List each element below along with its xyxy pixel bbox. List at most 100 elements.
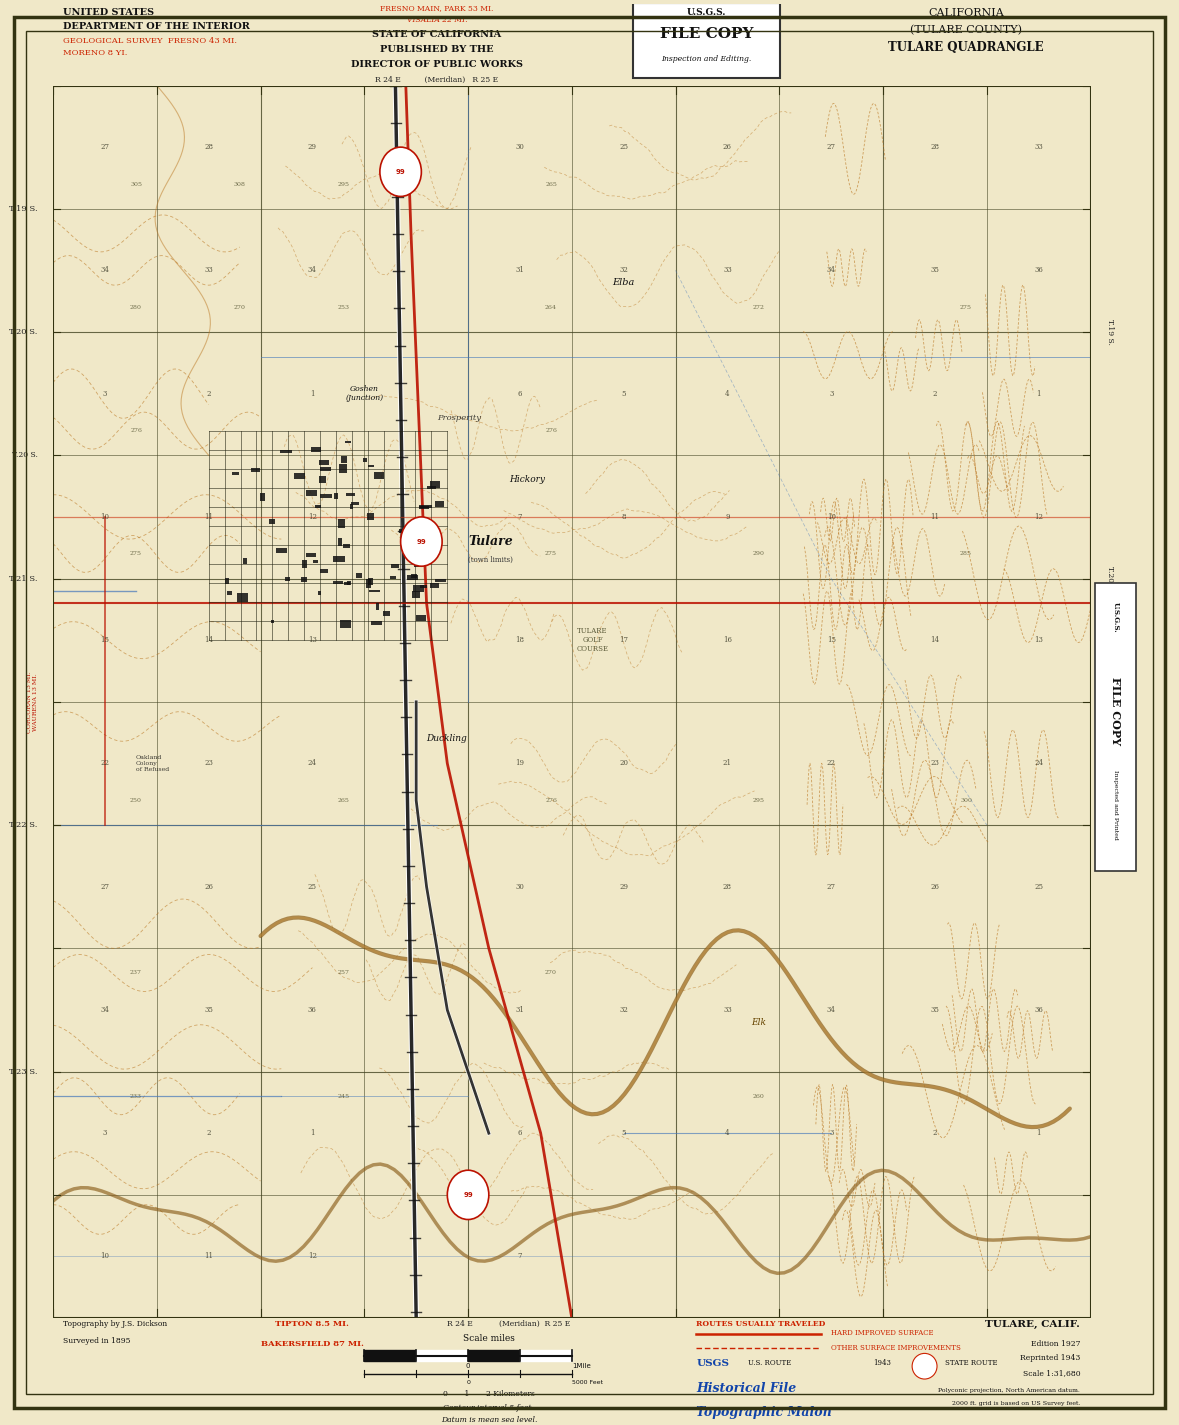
Text: Topographic Malon: Topographic Malon (697, 1405, 832, 1419)
Bar (332, 556, 344, 561)
Bar (251, 467, 259, 472)
Text: 237: 237 (130, 970, 141, 976)
Bar (340, 620, 351, 627)
Text: 20: 20 (619, 760, 628, 768)
Text: 8: 8 (621, 513, 626, 522)
FancyBboxPatch shape (633, 3, 780, 78)
Text: Hickory: Hickory (509, 476, 546, 485)
Circle shape (401, 517, 442, 566)
Text: 13: 13 (308, 636, 317, 644)
Bar (369, 579, 373, 586)
Text: 34: 34 (308, 266, 317, 275)
Bar (232, 473, 239, 475)
Text: 13: 13 (1034, 636, 1043, 644)
Text: 1: 1 (1036, 1129, 1041, 1137)
Text: 27: 27 (826, 142, 836, 151)
Text: 34: 34 (826, 1006, 836, 1015)
Bar (376, 603, 380, 610)
Bar (416, 614, 426, 621)
Text: 5000 Feet: 5000 Feet (572, 1379, 602, 1385)
Text: 26: 26 (204, 882, 213, 891)
Bar (307, 490, 317, 496)
Text: TULARE
GOLF
COURSE: TULARE GOLF COURSE (577, 627, 608, 654)
Text: FRESNO MAIN, PARK 53 MI.: FRESNO MAIN, PARK 53 MI. (381, 4, 494, 13)
Text: 2: 2 (206, 389, 211, 398)
Bar (310, 447, 321, 452)
Text: TIPTON 8.5 MI.: TIPTON 8.5 MI. (276, 1320, 349, 1328)
Bar (237, 593, 249, 601)
Text: 28: 28 (723, 882, 732, 891)
Text: U.S.G.S.: U.S.G.S. (1112, 601, 1119, 633)
Text: PUBLISHED BY THE: PUBLISHED BY THE (380, 46, 494, 54)
Bar (315, 504, 321, 507)
Text: 2000 ft. grid is based on US Survey feet.: 2000 ft. grid is based on US Survey feet… (951, 1402, 1080, 1406)
Text: 15: 15 (826, 636, 836, 644)
Text: 308: 308 (233, 181, 245, 187)
Text: T.22 S.: T.22 S. (1106, 812, 1114, 838)
Text: 23: 23 (204, 760, 213, 768)
Bar (435, 579, 446, 583)
Bar (429, 482, 440, 487)
Text: 19: 19 (515, 760, 525, 768)
Text: T.20 S.: T.20 S. (12, 452, 38, 459)
Bar (261, 493, 265, 502)
Text: 24: 24 (1034, 760, 1043, 768)
Text: 33: 33 (723, 1006, 732, 1015)
Text: 0       1       2 Kilometers: 0 1 2 Kilometers (443, 1389, 535, 1398)
Text: 0: 0 (466, 1379, 470, 1385)
Text: 34: 34 (826, 266, 836, 275)
Text: 15: 15 (100, 636, 110, 644)
Text: 7: 7 (518, 513, 522, 522)
Text: VISALIA 22 MI.: VISALIA 22 MI. (407, 17, 467, 24)
Bar (320, 493, 331, 497)
Text: 29: 29 (619, 882, 628, 891)
Text: 1Mile: 1Mile (572, 1362, 591, 1369)
Text: 280: 280 (130, 305, 141, 309)
Text: (Corcoran Canal): (Corcoran Canal) (1101, 674, 1106, 730)
Bar (320, 460, 329, 465)
Text: 257: 257 (337, 970, 349, 976)
Text: 30: 30 (515, 882, 525, 891)
Text: USGS: USGS (697, 1359, 730, 1368)
Text: 300: 300 (960, 798, 971, 802)
Text: 276: 276 (545, 428, 556, 433)
Text: 295: 295 (752, 798, 764, 802)
Text: UNITED STATES: UNITED STATES (64, 9, 154, 17)
Text: 99: 99 (463, 1191, 473, 1198)
Text: OTHER SURFACE IMPROVEMENTS: OTHER SURFACE IMPROVEMENTS (831, 1344, 961, 1352)
Bar (276, 547, 288, 553)
Text: 27: 27 (100, 882, 110, 891)
Text: DIRECTOR OF PUBLIC WORKS: DIRECTOR OF PUBLIC WORKS (351, 60, 523, 68)
Text: 33: 33 (204, 266, 213, 275)
Bar (414, 564, 419, 567)
Text: 99: 99 (396, 168, 406, 175)
Text: 29: 29 (308, 142, 317, 151)
Text: 305: 305 (130, 181, 141, 187)
Text: Prosperity: Prosperity (437, 415, 481, 422)
Text: (Meridian)  R 25 E: (Meridian) R 25 E (499, 1320, 571, 1328)
Text: BAKERSFIELD 87 MI.: BAKERSFIELD 87 MI. (261, 1340, 364, 1348)
Bar (338, 539, 342, 546)
Bar (411, 574, 416, 579)
Text: Scale 1:31,680: Scale 1:31,680 (1022, 1369, 1080, 1378)
Bar (399, 529, 403, 533)
Bar (420, 584, 427, 589)
Text: DEPARTMENT OF THE INTERIOR: DEPARTMENT OF THE INTERIOR (64, 23, 250, 31)
Text: 35: 35 (204, 1006, 213, 1015)
Bar (338, 519, 345, 527)
Text: 10: 10 (100, 1253, 110, 1261)
Bar (390, 576, 396, 580)
Text: 10: 10 (826, 513, 836, 522)
Bar (225, 579, 229, 584)
Bar (338, 465, 348, 473)
Text: 16: 16 (723, 636, 732, 644)
Bar (317, 591, 321, 596)
Text: 14: 14 (204, 636, 213, 644)
Bar (321, 467, 330, 470)
Text: Contour interval 5 feet.: Contour interval 5 feet. (443, 1404, 534, 1412)
Text: T.23 S.: T.23 S. (9, 1067, 38, 1076)
Text: CORCORAN 13 MI.
WAURENA 13 MI.: CORCORAN 13 MI. WAURENA 13 MI. (27, 671, 38, 732)
FancyBboxPatch shape (1095, 583, 1135, 871)
Bar (342, 456, 348, 463)
Text: U.S.G.S.: U.S.G.S. (687, 9, 726, 17)
